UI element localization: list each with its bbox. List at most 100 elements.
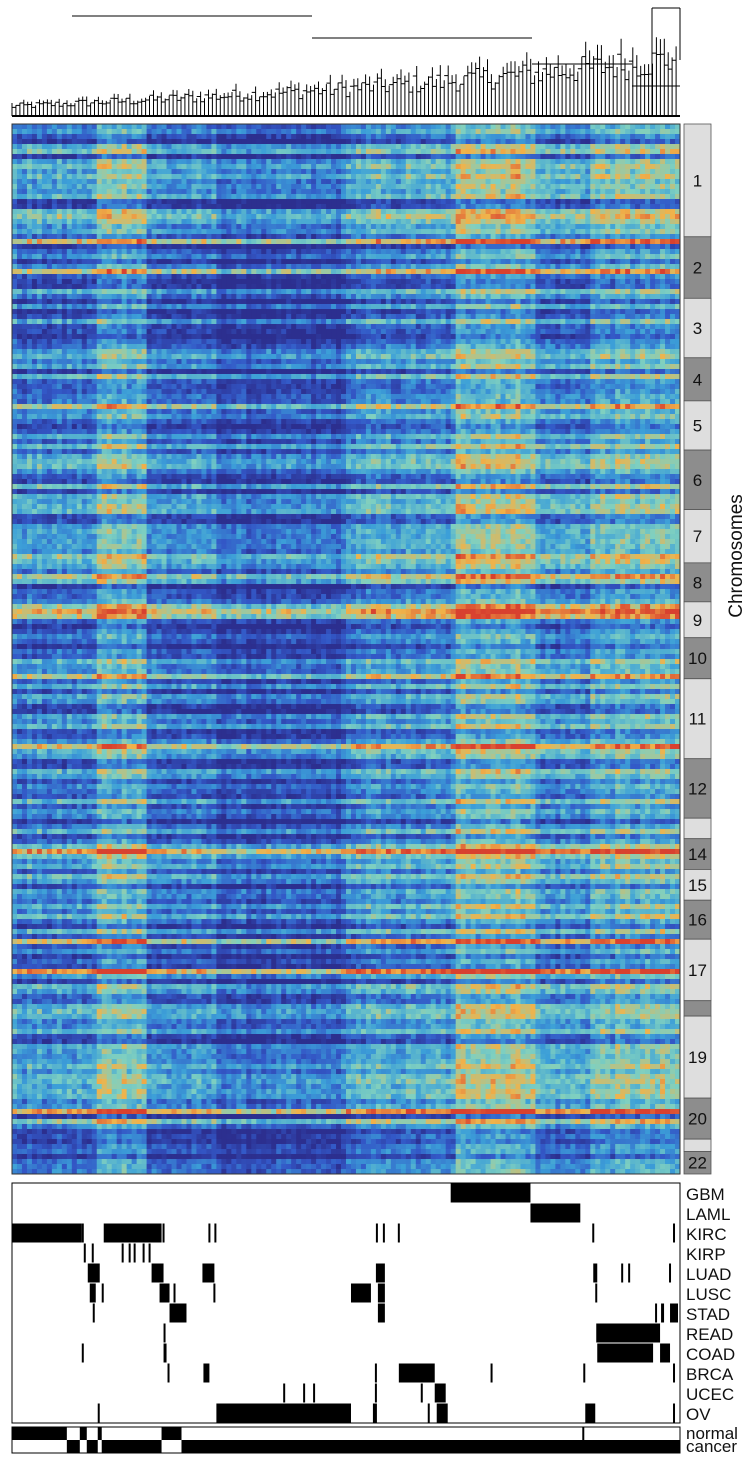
heatmap-cell [491,149,496,154]
heatmap-cell [201,194,206,199]
heatmap-cell [655,224,660,229]
heatmap-cell [555,254,560,259]
heatmap-cell [515,169,520,174]
heatmap-cell [37,209,42,214]
heatmap-cell [520,249,525,254]
heatmap-cell [162,174,167,179]
heatmap-cell [520,214,525,219]
heatmap-cell [560,189,565,194]
heatmap-cell [396,154,401,159]
heatmap-cell [132,254,137,259]
heatmap-cell [570,199,575,204]
heatmap-cell [137,174,142,179]
heatmap-cell [221,264,226,269]
heatmap-cell [251,214,256,219]
heatmap-cell [371,134,376,139]
heatmap-cell [506,224,511,229]
heatmap-cell [376,139,381,144]
heatmap-cell [331,244,336,249]
heatmap-cell [97,179,102,184]
heatmap-cell [231,179,236,184]
heatmap-cell [316,139,321,144]
heatmap-cell [251,154,256,159]
heatmap-cell [361,174,366,179]
heatmap-cell [660,129,665,134]
heatmap-cell [271,279,276,284]
heatmap-cell [406,249,411,254]
heatmap-cell [201,179,206,184]
heatmap-cell [167,229,172,234]
heatmap-cell [525,259,530,264]
heatmap-cell [356,124,361,129]
heatmap-cell [271,254,276,259]
heatmap-cell [605,139,610,144]
heatmap-cell [296,239,301,244]
heatmap-cell [286,154,291,159]
heatmap-cell [600,214,605,219]
heatmap-cell [396,164,401,169]
heatmap-cell [595,179,600,184]
heatmap-cell [570,209,575,214]
heatmap-cell [421,214,426,219]
heatmap-cell [251,184,256,189]
heatmap-cell [670,194,675,199]
heatmap-cell [471,224,476,229]
heatmap-cell [451,124,456,129]
heatmap-cell [366,214,371,219]
heatmap-cell [406,169,411,174]
heatmap-cell [570,159,575,164]
heatmap-cell [491,254,496,259]
heatmap-cell [446,239,451,244]
heatmap-cell [97,189,102,194]
heatmap-cell [321,144,326,149]
heatmap-cell [47,199,52,204]
heatmap-cell [496,139,501,144]
heatmap-cell [436,249,441,254]
heatmap-cell [196,154,201,159]
heatmap-cell [241,194,246,199]
heatmap-cell [216,214,221,219]
heatmap-cell [565,154,570,159]
heatmap-cell [630,274,635,279]
heatmap-cell [42,139,47,144]
heatmap-cell [72,254,77,259]
heatmap-cell [605,194,610,199]
heatmap-cell [92,149,97,154]
heatmap-cell [206,184,211,189]
heatmap-cell [525,234,530,239]
heatmap-cell [446,129,451,134]
heatmap-cell [92,259,97,264]
heatmap-cell [341,134,346,139]
heatmap-cell [486,184,491,189]
heatmap-cell [575,149,580,154]
heatmap-cell [216,239,221,244]
heatmap-cell [316,234,321,239]
heatmap-cell [376,169,381,174]
heatmap-cell [196,184,201,189]
heatmap-cell [191,134,196,139]
heatmap-cell [311,264,316,269]
heatmap-cell [231,214,236,219]
heatmap-cell [122,204,127,209]
heatmap-cell [496,179,501,184]
heatmap-cell [236,269,241,274]
heatmap-cell [560,169,565,174]
heatmap-cell [301,219,306,224]
heatmap-cell [127,254,132,259]
heatmap-cell [62,239,67,244]
heatmap-cell [22,259,27,264]
heatmap-cell [301,254,306,259]
heatmap-cell [256,179,261,184]
heatmap-cell [62,189,67,194]
heatmap-cell [461,189,466,194]
heatmap-cell [396,204,401,209]
heatmap-cell [147,224,152,229]
heatmap-cell [251,209,256,214]
heatmap-cell [416,154,421,159]
heatmap-cell [665,224,670,229]
heatmap-cell [421,194,426,199]
heatmap-cell [72,219,77,224]
heatmap-cell [605,259,610,264]
heatmap-cell [560,204,565,209]
heatmap-cell [501,274,506,279]
